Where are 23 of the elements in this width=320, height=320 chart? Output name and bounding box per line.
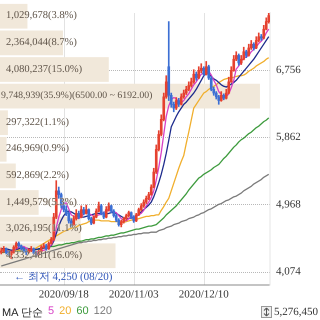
data-label: 297,322(1.1%) xyxy=(6,116,69,130)
text: 60 xyxy=(76,304,89,318)
x-tick-label: 2020/09/18 xyxy=(38,288,90,300)
text: 5,276,450 xyxy=(274,306,318,318)
x-tick-label: 2020/11/03 xyxy=(108,288,160,300)
legend-title: MA 단순 xyxy=(2,306,43,320)
data-label: 2,364,044(8.7%) xyxy=(6,36,77,50)
text: 20 xyxy=(59,304,72,318)
data-label: 592,869(2.2%) xyxy=(6,168,69,183)
text: 5 xyxy=(48,304,54,318)
data-label: 9,748,939(35.9%)(6500.00 ~ 6192.00) xyxy=(1,89,152,104)
y-tick-label: 5,862 xyxy=(276,131,301,144)
y-tick-label: 4,968 xyxy=(276,198,302,210)
bar xyxy=(0,110,8,136)
bar xyxy=(0,136,7,162)
data-label: 4,080,237(15.0%) xyxy=(6,62,82,76)
x-tick-label: 2020/12/10 xyxy=(178,288,230,300)
annotation: ← 최저 4,250 (08/20) xyxy=(14,271,112,284)
y-tick-label: 4,074 xyxy=(276,266,302,278)
data-label: 246,969(0.9%) xyxy=(6,142,69,156)
text: 120 xyxy=(94,304,112,318)
data-label: 1,029,678(3.8%) xyxy=(6,9,77,24)
y-tick-label: 6,756 xyxy=(276,64,302,76)
